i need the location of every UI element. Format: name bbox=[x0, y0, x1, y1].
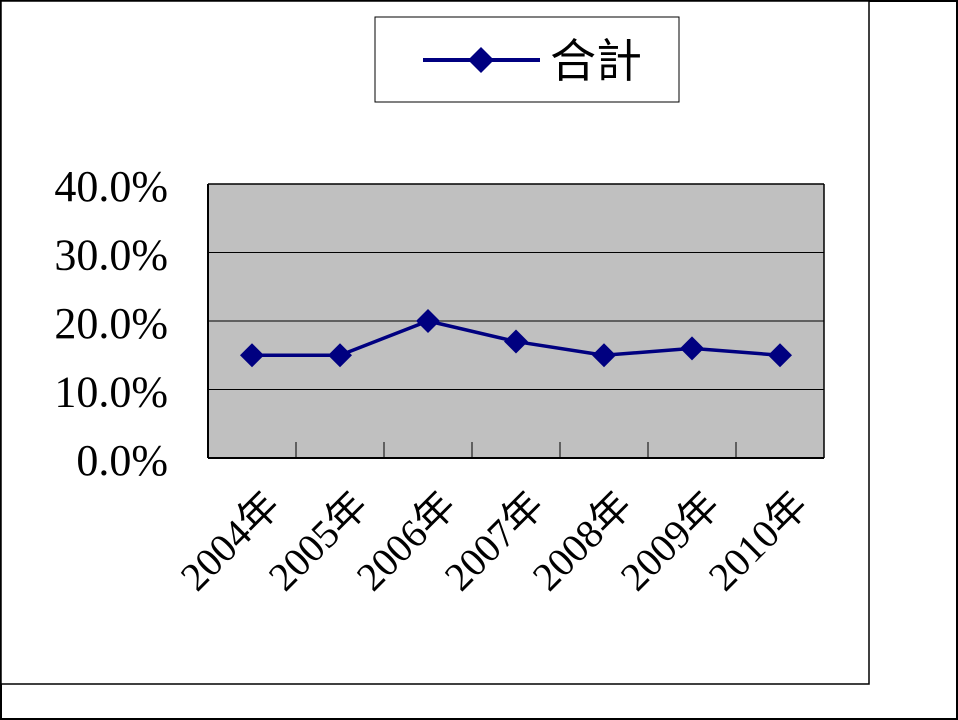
legend: 合計 bbox=[374, 16, 680, 103]
y-tick-label: 30.0% bbox=[54, 231, 168, 280]
data-point-marker bbox=[504, 329, 528, 354]
y-tick-label: 10.0% bbox=[54, 368, 168, 417]
legend-label: 合計 bbox=[550, 34, 642, 88]
data-point-marker bbox=[416, 309, 440, 333]
data-point-marker bbox=[328, 343, 352, 368]
y-tick-label: 40.0% bbox=[54, 162, 168, 211]
legend-marker bbox=[468, 47, 494, 73]
y-axis-labels: 0.0% 10.0% 20.0% 30.0% 40.0% bbox=[54, 162, 168, 485]
data-point-marker bbox=[768, 343, 792, 368]
data-point-marker bbox=[240, 343, 264, 368]
data-point-marker bbox=[680, 336, 704, 361]
axes bbox=[207, 183, 825, 459]
y-tick-label: 20.0% bbox=[54, 299, 168, 348]
y-tick-label: 0.0% bbox=[76, 436, 168, 485]
series-group bbox=[240, 309, 792, 368]
data-point-marker bbox=[592, 343, 616, 368]
